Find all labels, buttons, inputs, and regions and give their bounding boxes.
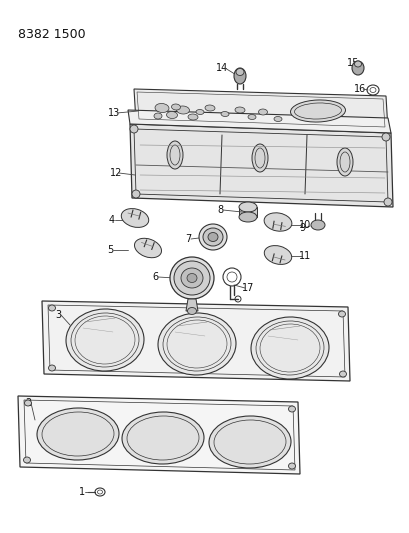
- Ellipse shape: [238, 202, 256, 212]
- Text: 13: 13: [108, 108, 120, 118]
- Ellipse shape: [336, 148, 352, 176]
- Ellipse shape: [273, 117, 281, 122]
- Ellipse shape: [171, 104, 180, 110]
- Ellipse shape: [338, 311, 345, 317]
- Ellipse shape: [264, 246, 291, 264]
- Text: 4: 4: [109, 215, 115, 225]
- Ellipse shape: [290, 100, 345, 122]
- Ellipse shape: [204, 105, 214, 111]
- Polygon shape: [18, 396, 299, 474]
- Ellipse shape: [122, 412, 204, 464]
- Ellipse shape: [173, 261, 209, 295]
- Ellipse shape: [176, 106, 189, 114]
- Ellipse shape: [134, 238, 161, 258]
- Text: 3: 3: [55, 310, 61, 320]
- Ellipse shape: [351, 61, 363, 75]
- Ellipse shape: [288, 406, 295, 412]
- Ellipse shape: [188, 114, 198, 120]
- Text: 1: 1: [79, 487, 85, 497]
- Ellipse shape: [66, 309, 144, 371]
- Text: 12: 12: [110, 168, 122, 178]
- Ellipse shape: [155, 103, 169, 112]
- Text: 10: 10: [298, 220, 310, 230]
- Ellipse shape: [354, 61, 361, 67]
- Polygon shape: [186, 299, 198, 311]
- Ellipse shape: [258, 109, 267, 115]
- Ellipse shape: [202, 228, 222, 246]
- Ellipse shape: [132, 190, 139, 198]
- Ellipse shape: [196, 109, 204, 115]
- Ellipse shape: [383, 198, 391, 206]
- Polygon shape: [42, 301, 349, 381]
- Ellipse shape: [157, 313, 236, 375]
- Text: 16: 16: [353, 84, 365, 94]
- Ellipse shape: [234, 68, 245, 84]
- Text: 8: 8: [216, 205, 222, 215]
- Ellipse shape: [209, 416, 290, 468]
- Text: 14: 14: [216, 63, 227, 73]
- Ellipse shape: [37, 408, 119, 460]
- Ellipse shape: [236, 69, 243, 76]
- Text: 5: 5: [107, 245, 113, 255]
- Text: 2: 2: [25, 398, 31, 408]
- Ellipse shape: [154, 113, 162, 119]
- Ellipse shape: [238, 212, 256, 222]
- Ellipse shape: [130, 125, 138, 133]
- Text: 6: 6: [152, 272, 158, 282]
- Ellipse shape: [48, 365, 55, 371]
- Ellipse shape: [187, 273, 196, 282]
- Ellipse shape: [310, 220, 324, 230]
- Text: 11: 11: [298, 251, 310, 261]
- Ellipse shape: [25, 400, 31, 406]
- Ellipse shape: [252, 144, 267, 172]
- Ellipse shape: [339, 371, 346, 377]
- Ellipse shape: [207, 232, 218, 241]
- Ellipse shape: [180, 268, 202, 288]
- Ellipse shape: [166, 111, 177, 118]
- Polygon shape: [134, 89, 387, 130]
- Ellipse shape: [48, 305, 55, 311]
- Ellipse shape: [23, 457, 30, 463]
- Ellipse shape: [121, 208, 148, 228]
- Text: 9: 9: [298, 223, 304, 233]
- Text: 15: 15: [346, 58, 358, 68]
- Text: 8382 1500: 8382 1500: [18, 28, 85, 41]
- Ellipse shape: [198, 224, 227, 250]
- Ellipse shape: [166, 141, 182, 169]
- Ellipse shape: [247, 115, 255, 119]
- Ellipse shape: [250, 317, 328, 379]
- Ellipse shape: [234, 107, 245, 113]
- Ellipse shape: [263, 213, 291, 231]
- Ellipse shape: [220, 111, 229, 117]
- Text: 7: 7: [184, 234, 191, 244]
- Ellipse shape: [381, 133, 389, 141]
- Ellipse shape: [170, 257, 213, 299]
- Ellipse shape: [187, 308, 196, 314]
- Polygon shape: [130, 124, 392, 207]
- Ellipse shape: [288, 463, 295, 469]
- Polygon shape: [128, 110, 390, 133]
- Polygon shape: [238, 207, 256, 217]
- Text: 17: 17: [241, 283, 254, 293]
